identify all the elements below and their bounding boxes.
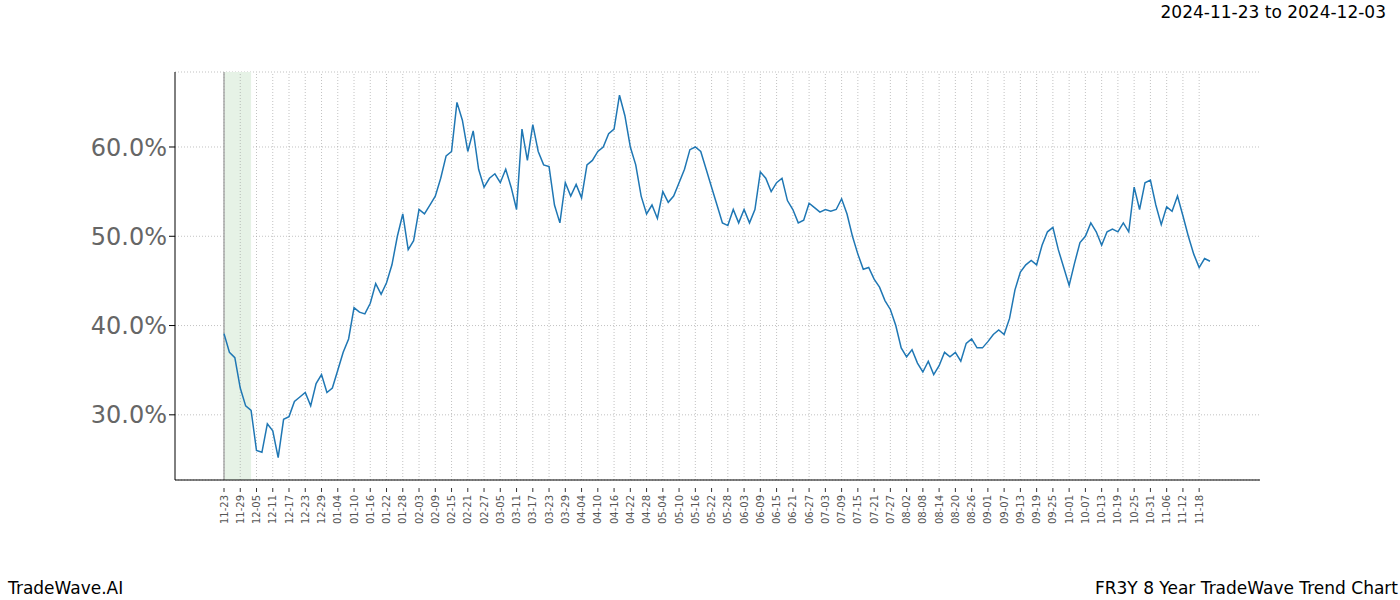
svg-text:05-04: 05-04 <box>657 495 668 524</box>
svg-text:11-23: 11-23 <box>219 495 230 524</box>
svg-text:40.0%: 40.0% <box>91 312 167 340</box>
svg-text:08-08: 08-08 <box>917 495 928 524</box>
svg-text:02-03: 02-03 <box>414 495 425 524</box>
svg-text:01-16: 01-16 <box>365 495 376 524</box>
svg-text:09-01: 09-01 <box>982 495 993 524</box>
svg-text:10-13: 10-13 <box>1096 495 1107 524</box>
svg-text:10-01: 10-01 <box>1064 495 1075 524</box>
svg-text:02-27: 02-27 <box>479 495 490 524</box>
svg-text:12-29: 12-29 <box>316 495 327 524</box>
svg-text:09-13: 09-13 <box>1015 495 1026 524</box>
svg-text:03-17: 03-17 <box>527 495 538 524</box>
svg-text:10-07: 10-07 <box>1080 495 1091 524</box>
svg-text:11-12: 11-12 <box>1177 495 1188 524</box>
html-text:2024-11-23 to 2024-12-03: 2024-11-23 to 2024-12-03 <box>1160 2 1386 22</box>
svg-text:01-04: 01-04 <box>332 495 343 524</box>
svg-text:02-09: 02-09 <box>430 495 441 524</box>
svg-text:10-19: 10-19 <box>1112 495 1123 524</box>
svg-text:06-15: 06-15 <box>771 495 782 524</box>
svg-text:06-09: 06-09 <box>755 495 766 524</box>
svg-text:30.0%: 30.0% <box>91 401 167 429</box>
svg-text:60.0%: 60.0% <box>91 134 167 162</box>
svg-text:07-21: 07-21 <box>869 495 880 524</box>
svg-text:04-16: 04-16 <box>609 495 620 524</box>
svg-text:01-22: 01-22 <box>381 495 392 524</box>
svg-text:03-05: 03-05 <box>495 495 506 524</box>
svg-text:01-28: 01-28 <box>397 495 408 524</box>
svg-text:05-28: 05-28 <box>722 495 733 524</box>
svg-text:11-18: 11-18 <box>1194 495 1205 524</box>
svg-text:09-07: 09-07 <box>999 495 1010 524</box>
html-text:TradeWave.AI: TradeWave.AI <box>8 578 124 598</box>
svg-text:08-14: 08-14 <box>934 495 945 524</box>
svg-text:08-26: 08-26 <box>966 495 977 524</box>
svg-text:12-05: 12-05 <box>251 495 262 524</box>
svg-text:08-02: 08-02 <box>901 495 912 524</box>
svg-text:03-29: 03-29 <box>560 495 571 524</box>
svg-text:04-04: 04-04 <box>576 495 587 524</box>
html-text:FR3Y 8 Year TradeWave Trend Ch: FR3Y 8 Year TradeWave Trend Chart <box>1094 578 1398 598</box>
svg-text:12-23: 12-23 <box>300 495 311 524</box>
svg-text:05-22: 05-22 <box>706 495 717 524</box>
svg-text:02-15: 02-15 <box>446 495 457 524</box>
svg-text:07-15: 07-15 <box>852 495 863 524</box>
svg-text:09-19: 09-19 <box>1031 495 1042 524</box>
svg-text:08-20: 08-20 <box>950 495 961 524</box>
svg-text:06-27: 06-27 <box>804 495 815 524</box>
svg-text:50.0%: 50.0% <box>91 223 167 251</box>
svg-text:11-29: 11-29 <box>235 495 246 524</box>
svg-text:02-21: 02-21 <box>462 495 473 524</box>
svg-text:09-25: 09-25 <box>1047 495 1058 524</box>
svg-text:05-16: 05-16 <box>690 495 701 524</box>
svg-text:10-31: 10-31 <box>1145 495 1156 524</box>
svg-text:07-27: 07-27 <box>885 495 896 524</box>
svg-text:04-10: 04-10 <box>592 495 603 524</box>
svg-text:06-21: 06-21 <box>787 495 798 524</box>
svg-text:07-09: 07-09 <box>836 495 847 524</box>
svg-text:05-10: 05-10 <box>674 495 685 524</box>
svg-text:04-28: 04-28 <box>641 495 652 524</box>
svg-text:03-23: 03-23 <box>544 495 555 524</box>
svg-text:07-03: 07-03 <box>820 495 831 524</box>
svg-text:11-06: 11-06 <box>1161 495 1172 524</box>
svg-text:01-10: 01-10 <box>349 495 360 524</box>
svg-text:04-22: 04-22 <box>625 495 636 524</box>
svg-text:12-11: 12-11 <box>267 495 278 524</box>
svg-text:06-03: 06-03 <box>739 495 750 524</box>
svg-text:12-17: 12-17 <box>284 495 295 524</box>
svg-text:10-25: 10-25 <box>1129 495 1140 524</box>
svg-text:03-11: 03-11 <box>511 495 522 524</box>
